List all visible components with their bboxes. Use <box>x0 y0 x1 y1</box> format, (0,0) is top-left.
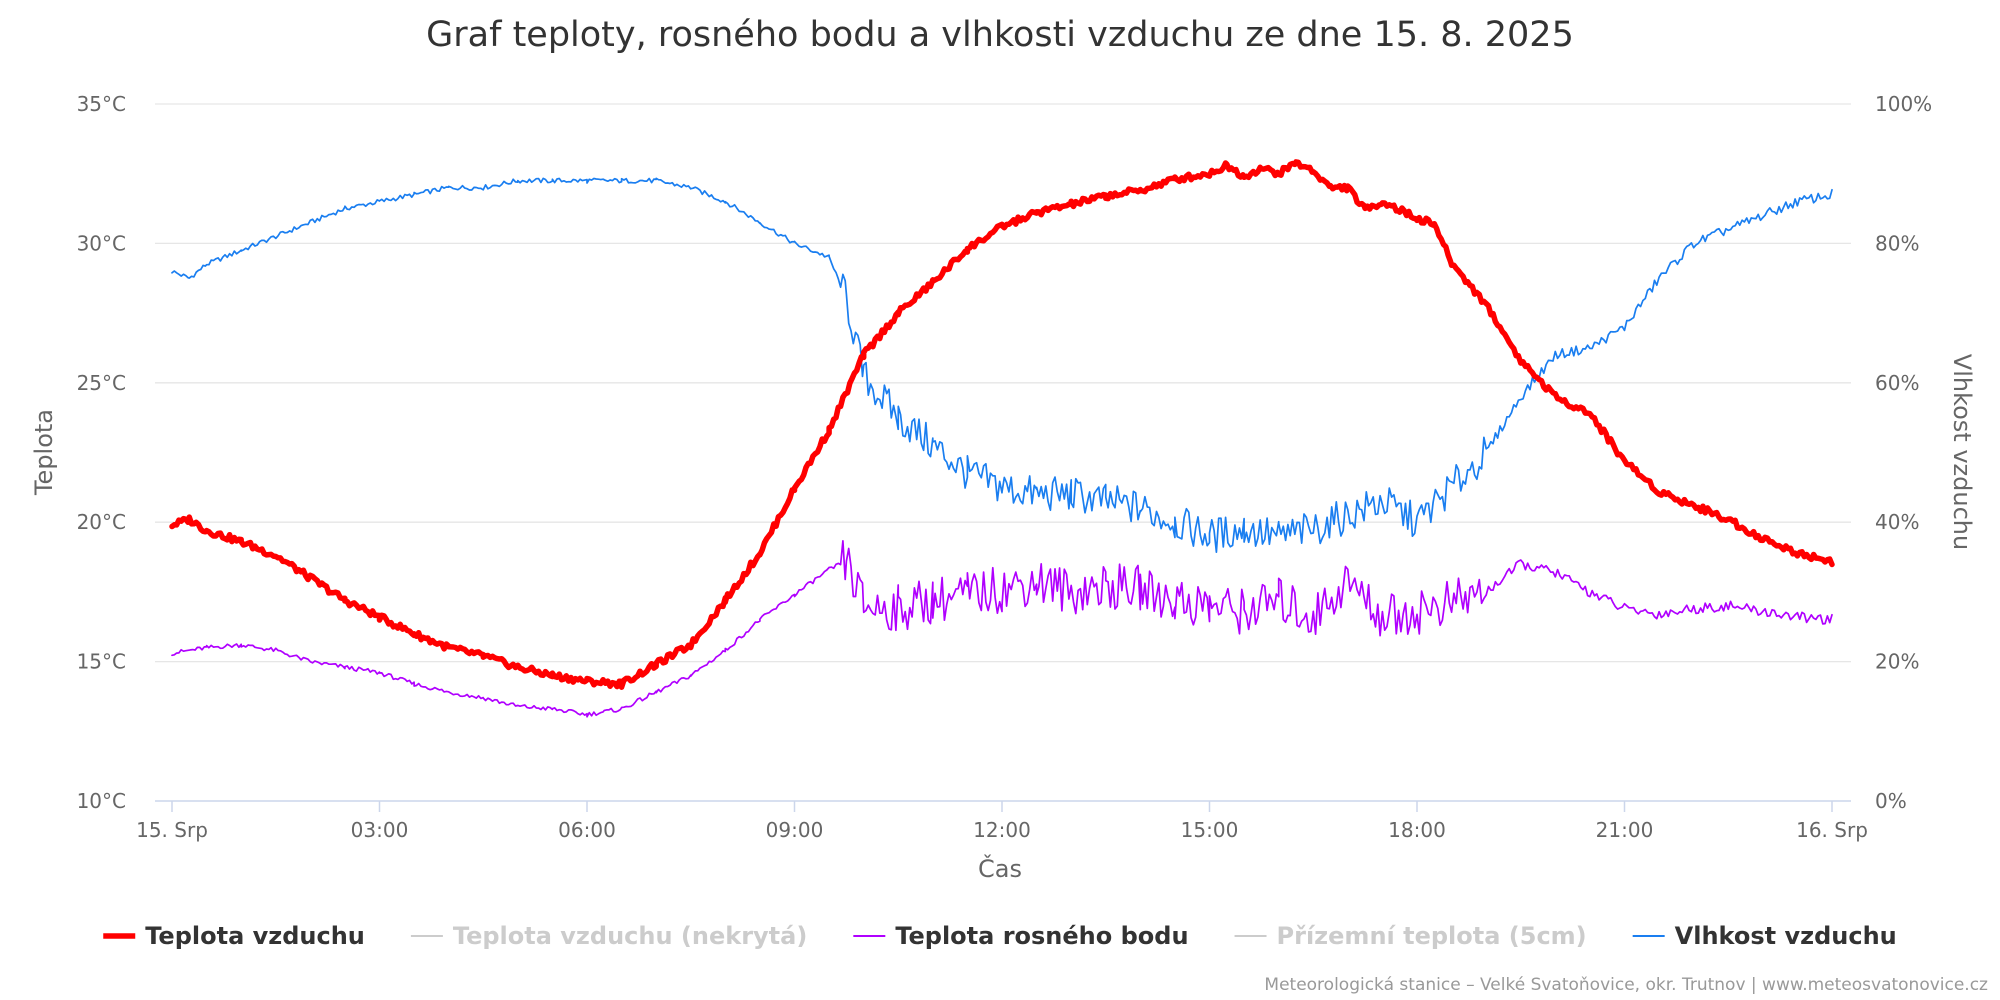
y-axis-right-title: Vlhkost vzduchu <box>1948 354 1976 550</box>
x-tick-label: 15. Srp <box>136 818 208 842</box>
y-axis-right-ticks: 0% 20% 40% 60% 80% 100% <box>1875 92 1932 813</box>
y-left-tick-label: 35°C <box>77 92 126 116</box>
x-axis-title: Čas <box>978 853 1022 883</box>
x-tick-label: 18:00 <box>1388 818 1446 842</box>
series-line-dew[interactable] <box>171 539 1833 718</box>
y-right-tick-label: 80% <box>1875 231 1919 255</box>
y-right-tick-label: 20% <box>1875 650 1919 674</box>
legend-item-temp_uncovered[interactable]: Teplota vzduchu (nekrytá) <box>410 922 807 950</box>
x-tick-label: 15:00 <box>1181 818 1239 842</box>
x-axis-ticks: 15. Srp 03:00 06:00 09:00 12:00 15:00 18:00 21:… <box>136 801 1868 842</box>
chart-title: Graf teploty, rosného bodu a vlhkosti vz… <box>426 15 1574 55</box>
x-tick-label: 21:00 <box>1596 818 1654 842</box>
legend-label: Teplota vzduchu <box>145 922 365 950</box>
y-left-tick-label: 30°C <box>77 231 126 255</box>
legend-item-temp[interactable]: Teplota vzduchu <box>103 922 365 950</box>
legend-label: Teplota vzduchu (nekrytá) <box>453 922 807 950</box>
y-left-tick-label: 20°C <box>77 510 126 534</box>
gridlines <box>155 103 1851 663</box>
series-line-humidity[interactable] <box>171 177 1833 554</box>
y-right-tick-label: 0% <box>1875 789 1907 813</box>
legend-label: Přízemní teplota (5cm) <box>1277 922 1587 950</box>
x-tick-label: 12:00 <box>973 818 1031 842</box>
series-line-temp[interactable] <box>169 159 1835 690</box>
legend-item-humidity[interactable]: Vlhkost vzduchu <box>1632 922 1897 950</box>
series-layer <box>169 159 1835 718</box>
y-right-tick-label: 40% <box>1875 510 1919 534</box>
y-left-tick-label: 25°C <box>77 371 126 395</box>
x-tick-label: 16. Srp <box>1796 818 1868 842</box>
y-axis-left-ticks: 10°C 15°C 20°C 25°C 30°C 35°C <box>77 92 126 813</box>
legend-label: Teplota rosného bodu <box>895 922 1188 950</box>
x-tick-label: 03:00 <box>351 818 409 842</box>
y-left-tick-label: 10°C <box>77 789 126 813</box>
legend: Teplota vzduchu Teplota vzduchu (nekrytá)… <box>103 922 1897 950</box>
legend-item-ground[interactable]: Přízemní teplota (5cm) <box>1234 922 1587 950</box>
y-right-tick-label: 100% <box>1875 92 1932 116</box>
legend-label: Vlhkost vzduchu <box>1675 922 1897 950</box>
credits-text[interactable]: Meteorologická stanice – Velké Svatoňovi… <box>1264 975 1988 995</box>
x-tick-label: 09:00 <box>766 818 824 842</box>
y-left-tick-label: 15°C <box>77 650 126 674</box>
x-tick-label: 06:00 <box>558 818 616 842</box>
y-right-tick-label: 60% <box>1875 371 1919 395</box>
y-axis-left-title: Teplota <box>30 409 58 496</box>
legend-item-dew[interactable]: Teplota rosného bodu <box>853 922 1189 950</box>
